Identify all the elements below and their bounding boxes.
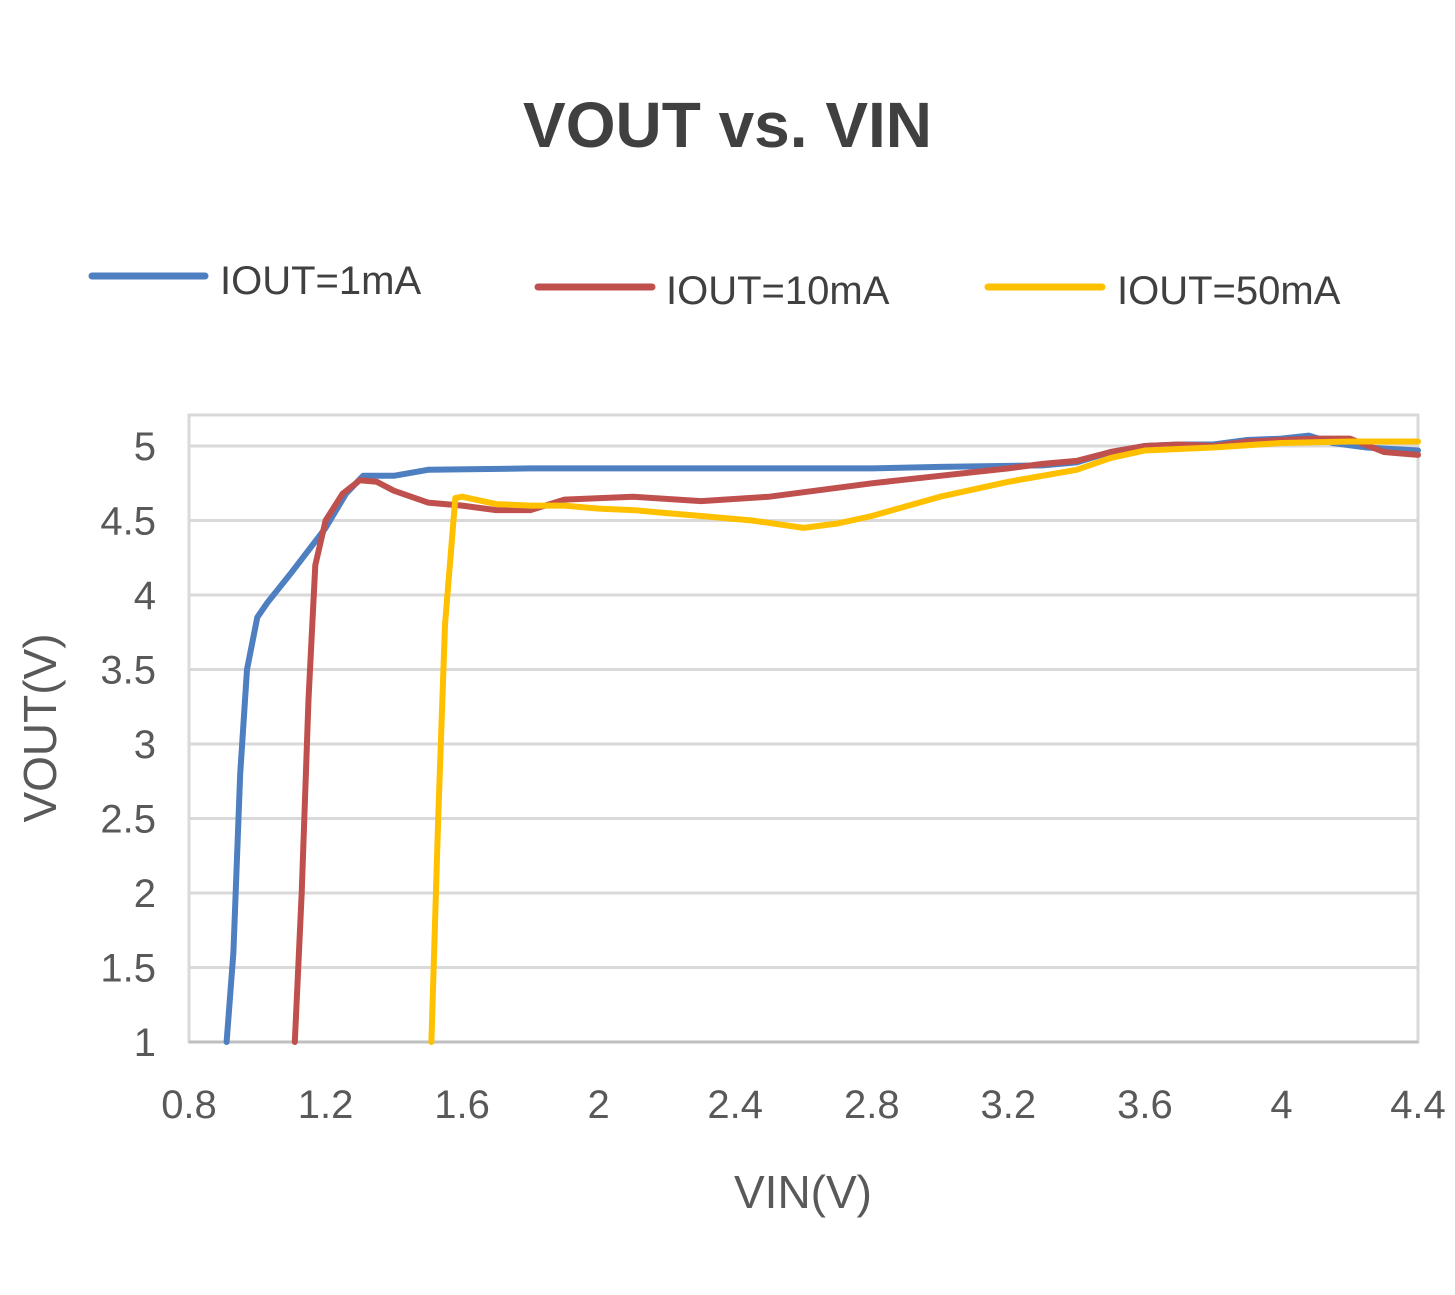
x-tick-label: 3.2 [981, 1083, 1037, 1127]
x-tick-label: 4.4 [1390, 1083, 1446, 1127]
series-lines [223, 432, 1421, 1045]
x-tick-label: 2 [588, 1083, 610, 1127]
x-tick-label: 2.8 [844, 1083, 900, 1127]
y-tick-label: 1 [134, 1021, 156, 1065]
y-tick-label: 4.5 [100, 500, 156, 544]
y-tick-label: 1.5 [100, 947, 156, 991]
y-tick-label: 5 [134, 425, 156, 469]
y-tick-label: 2.5 [100, 798, 156, 842]
y-tick-label: 3.5 [100, 649, 156, 693]
x-axis-ticks: 0.8 1.2 1.6 2 2.4 2.8 3.2 3.6 4 4.4 [161, 1083, 1446, 1127]
x-tick-label: 2.4 [707, 1083, 763, 1127]
x-tick-label: 3.6 [1117, 1083, 1173, 1127]
y-tick-label: 4 [134, 574, 156, 618]
y-axis-ticks: 1 1.5 2 2.5 3 3.5 4 4.5 5 [100, 425, 156, 1065]
chart-title: VOUT vs. VIN [523, 89, 932, 161]
x-tick-label: 4 [1270, 1083, 1292, 1127]
legend-item: IOUT=10mA [534, 269, 890, 313]
y-axis-title: VOUT(V) [14, 633, 66, 822]
legend-label: IOUT=10mA [666, 269, 890, 313]
series-line-iout-50ma [428, 438, 1421, 1045]
legend-item: IOUT=1mA [88, 259, 421, 303]
legend-label: IOUT=1mA [220, 259, 421, 303]
x-tick-label: 0.8 [161, 1083, 217, 1127]
x-axis-title: VIN(V) [734, 1166, 872, 1218]
x-tick-label: 1.2 [298, 1083, 354, 1127]
series-line-iout-10ma [291, 435, 1421, 1045]
plot-area-frame [187, 413, 1420, 1044]
x-tick-label: 1.6 [434, 1083, 490, 1127]
y-tick-label: 2 [134, 872, 156, 916]
gridlines [189, 444, 1418, 1044]
legend: IOUT=1mA IOUT=10mA IOUT=50mA [88, 259, 1341, 313]
y-tick-label: 3 [134, 723, 156, 767]
legend-label: IOUT=50mA [1117, 269, 1341, 313]
legend-item: IOUT=50mA [984, 269, 1341, 313]
